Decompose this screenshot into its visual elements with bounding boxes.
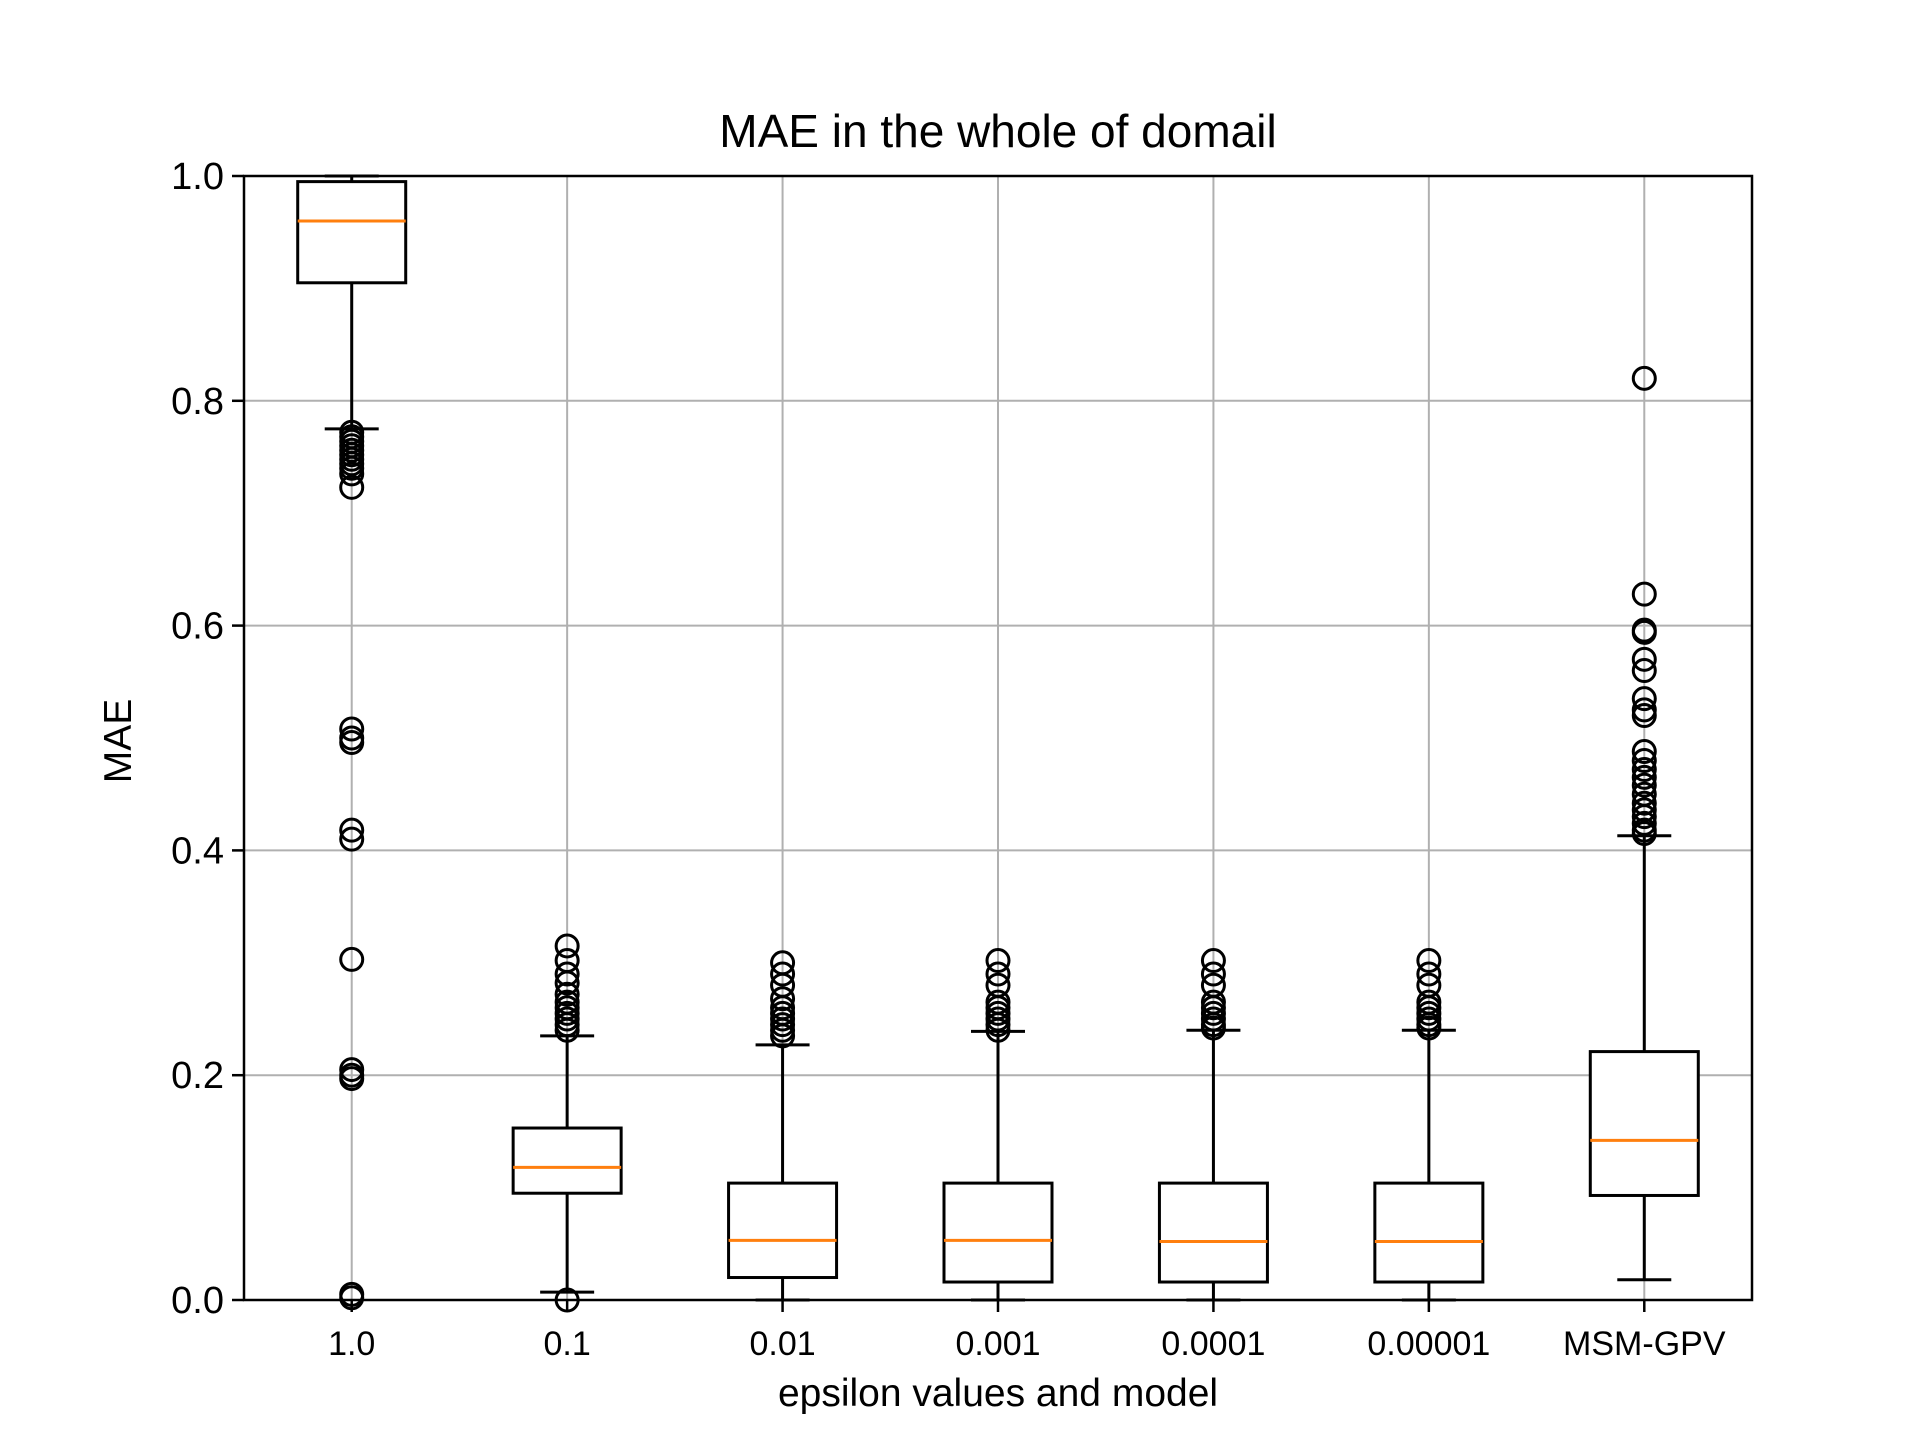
x-tick-label: 0.001 — [955, 1325, 1040, 1363]
outlier-point — [339, 1066, 365, 1092]
outlier-point — [1631, 738, 1657, 764]
outlier-point — [1631, 764, 1657, 790]
outlier-point — [554, 970, 580, 996]
y-tick-label: 1.0 — [171, 156, 224, 198]
outlier-point — [1631, 646, 1657, 672]
outlier-point — [1631, 703, 1657, 729]
chart-title: MAE in the whole of domail — [719, 105, 1277, 157]
outlier-point — [339, 817, 365, 843]
outlier-point — [1631, 747, 1657, 773]
outlier-point — [1631, 804, 1657, 830]
y-tick-label: 0.0 — [171, 1280, 224, 1322]
outlier-point — [1416, 948, 1442, 974]
box-iqr — [1157, 1181, 1269, 1284]
outlier-point — [554, 1017, 580, 1043]
y-tick-label: 0.4 — [171, 830, 224, 872]
outlier-point — [339, 461, 365, 487]
outlier-point — [1631, 658, 1657, 684]
outlier-point — [985, 948, 1011, 974]
x-tick-label: 0.01 — [749, 1325, 815, 1363]
outlier-point — [554, 981, 580, 1007]
x-tick-label: MSM-GPV — [1563, 1325, 1726, 1363]
box-iqr — [727, 1181, 839, 1280]
outlier-point — [1631, 756, 1657, 782]
x-tick-label: 1.0 — [328, 1325, 375, 1363]
outlier-point — [554, 961, 580, 987]
outlier-point — [339, 946, 365, 972]
outlier-point — [339, 716, 365, 742]
outlier-point — [770, 961, 796, 987]
outlier-point — [339, 474, 365, 500]
outlier-point — [339, 729, 365, 755]
box-iqr — [942, 1181, 1054, 1284]
box-iqr — [1373, 1181, 1485, 1284]
y-tick-label: 0.6 — [171, 606, 224, 648]
box-iqr — [1588, 1050, 1700, 1197]
outlier-point — [1631, 686, 1657, 712]
outlier-point — [1200, 1015, 1226, 1041]
outlier-point — [1416, 1015, 1442, 1041]
outlier-point — [1631, 619, 1657, 645]
outlier-point — [1631, 810, 1657, 836]
box-iqr — [511, 1126, 623, 1195]
outlier-point — [985, 961, 1011, 987]
x-tick-label: 0.00001 — [1367, 1325, 1490, 1363]
outlier-point — [1631, 797, 1657, 823]
outlier-point — [1631, 365, 1657, 391]
x-tick-label: 0.0001 — [1161, 1325, 1265, 1363]
box-iqr — [296, 180, 408, 285]
outlier-point — [1631, 790, 1657, 816]
outlier-point — [1631, 772, 1657, 798]
outlier-point — [339, 826, 365, 852]
y-tick-label: 0.2 — [171, 1055, 224, 1097]
outlier-point — [1631, 821, 1657, 847]
outlier-point — [1200, 948, 1226, 974]
outlier-point — [1416, 961, 1442, 987]
x-tick-label: 0.1 — [544, 1325, 591, 1363]
y-tick-label: 0.8 — [171, 381, 224, 423]
outlier-point — [554, 933, 580, 959]
outlier-point — [985, 1017, 1011, 1043]
outlier-point — [770, 986, 796, 1012]
outlier-point — [1200, 961, 1226, 987]
outlier-point — [1631, 581, 1657, 607]
x-axis-label: epsilon values and model — [777, 1372, 1219, 1415]
outlier-point — [770, 1023, 796, 1049]
